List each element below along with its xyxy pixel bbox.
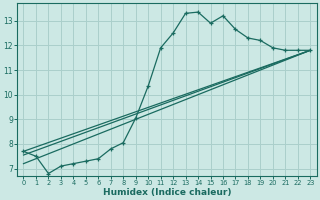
X-axis label: Humidex (Indice chaleur): Humidex (Indice chaleur) <box>103 188 231 197</box>
